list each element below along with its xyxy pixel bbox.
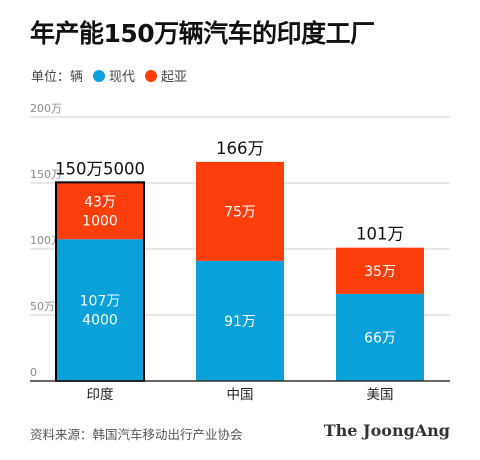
y-tick-label: 150万 — [30, 168, 62, 181]
chart-title: 年产能150万辆汽车的印度工厂 — [30, 19, 375, 48]
legend-label-hyundai: 现代 — [109, 70, 136, 85]
legend: 单位：辆 现代 起亚 — [31, 66, 187, 85]
bar-segment-kia — [196, 161, 284, 261]
data-label: 75万 — [224, 204, 256, 220]
y-tick-label: 50万 — [30, 300, 55, 313]
x-tick-label: 印度 — [87, 387, 114, 403]
data-label: 66万 — [364, 330, 396, 346]
legend-item-kia: 起亚 — [145, 66, 187, 85]
bar-segment-hyundai — [336, 293, 424, 381]
y-tick-label: 0 — [30, 366, 37, 379]
data-label: 35万 — [364, 264, 396, 280]
data-label: 91万 — [224, 314, 256, 330]
legend-label-kia: 起亚 — [161, 70, 188, 85]
bar-segment-kia — [336, 247, 424, 294]
bar-segment-kia — [56, 182, 144, 240]
bar-segment-hyundai — [196, 260, 284, 381]
data-label: 107万 4000 — [80, 294, 121, 329]
brand-logo: The JoongAng — [323, 421, 450, 440]
total-label: 166万 — [216, 139, 264, 158]
x-tick-label: 美国 — [367, 387, 394, 403]
legend-swatch-kia — [145, 69, 158, 82]
legend-item-hyundai: 现代 — [93, 66, 135, 85]
unit-label: 单位：辆 — [31, 70, 84, 85]
total-label: 101万 — [356, 225, 404, 244]
source-note: 资料来源：韩国汽车移动出行产业协会 — [30, 427, 243, 442]
y-tick-label: 200万 — [30, 102, 62, 115]
stacked-bar-chart: 0 50万 100万 150万 200万 107万 4000 43万 1000 150万5000 印… — [30, 102, 450, 403]
total-label: 150万5000 — [55, 159, 145, 178]
bar-segment-hyundai — [56, 239, 144, 381]
legend-swatch-hyundai — [93, 69, 106, 82]
data-label: 43万 1000 — [82, 194, 118, 229]
y-tick-label: 100万 — [30, 234, 62, 247]
x-tick-label: 中国 — [227, 387, 254, 403]
